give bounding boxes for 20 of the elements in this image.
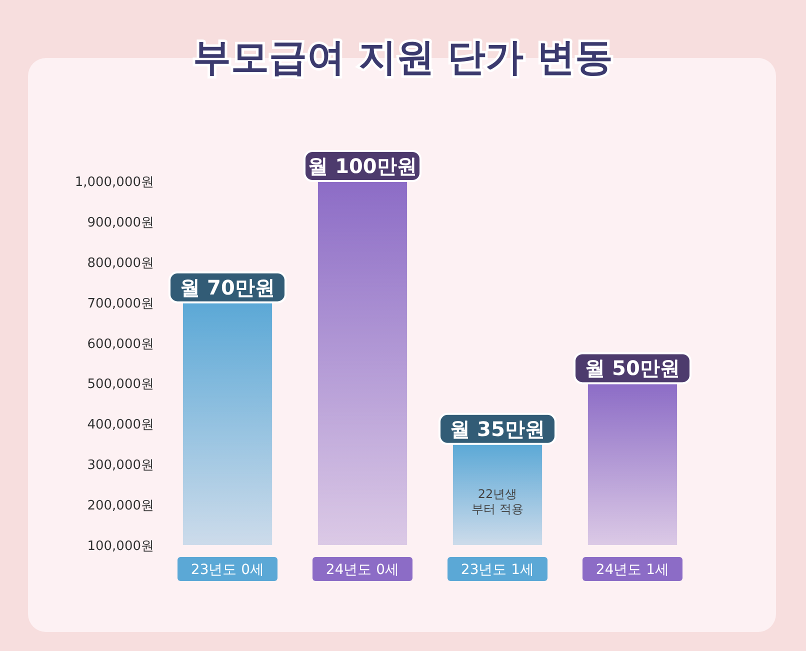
annotation: 22년생 부터 적용: [472, 487, 524, 516]
y-tick-label: 500,000원: [87, 377, 154, 392]
x-tick-label: 24년도 1세: [596, 562, 670, 578]
y-tick-label: 200,000원: [87, 498, 154, 514]
x-tick-label: 23년도 1세: [460, 562, 534, 578]
y-tick-label: 600,000원: [87, 336, 154, 352]
data-label: 월 70만원: [180, 275, 275, 300]
data-label: 월 50만원: [585, 356, 680, 380]
data-label: 월 100만원: [308, 154, 417, 178]
data-label: 월 35만원: [450, 416, 545, 441]
y-tick-label: 300,000원: [87, 458, 154, 474]
y-tick-label: 1,000,000원: [74, 175, 154, 190]
y-tick-label: 100,000원: [87, 539, 154, 554]
y-tick-label: 800,000원: [87, 256, 154, 271]
y-tick-label: 700,000원: [87, 296, 154, 312]
chart-title: 부모급여 지원 단가 변동: [193, 35, 613, 79]
y-tick-label: 900,000원: [87, 215, 154, 230]
x-tick-label: 24년도 0세: [326, 562, 400, 578]
y-tick-label: 400,000원: [87, 418, 154, 433]
x-tick-label: 23년도 0세: [190, 562, 264, 578]
